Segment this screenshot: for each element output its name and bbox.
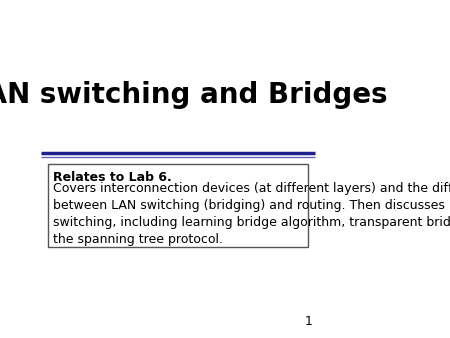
Text: LAN switching and Bridges: LAN switching and Bridges — [0, 81, 388, 108]
Text: Covers interconnection devices (at different layers) and the difference
between : Covers interconnection devices (at diffe… — [53, 182, 450, 245]
Text: Relates to Lab 6.: Relates to Lab 6. — [53, 171, 171, 184]
Text: 1: 1 — [305, 315, 312, 328]
FancyBboxPatch shape — [48, 164, 308, 247]
